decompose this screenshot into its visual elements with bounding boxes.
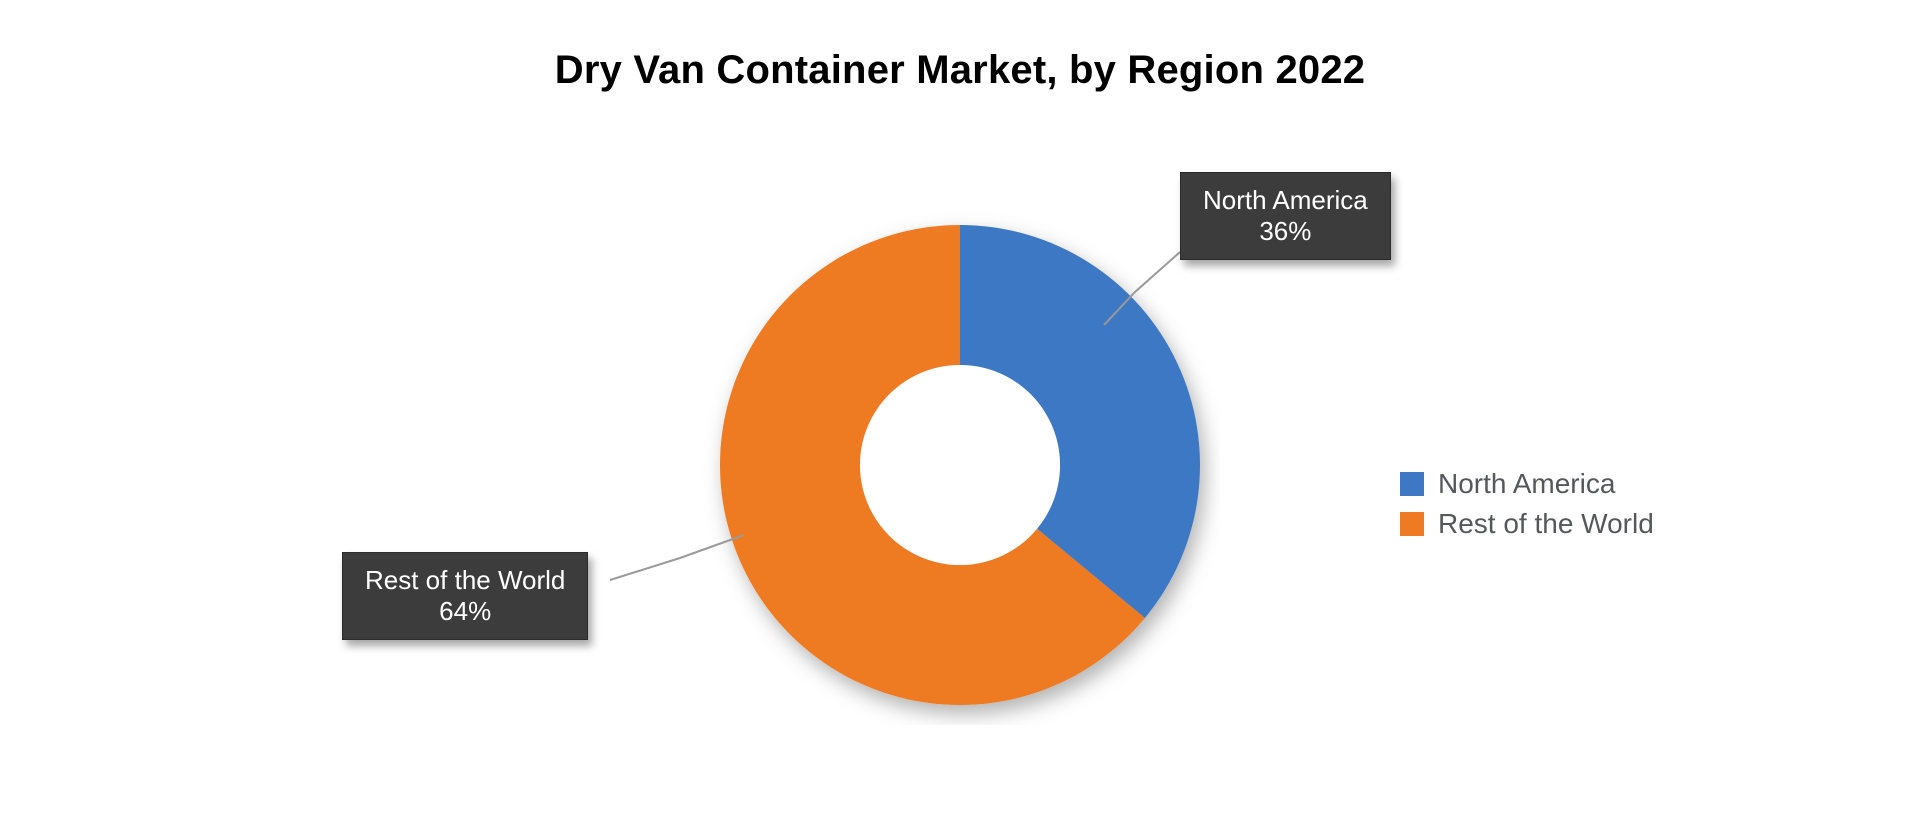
legend-label: Rest of the World bbox=[1438, 508, 1654, 540]
legend-swatch-icon bbox=[1400, 472, 1424, 496]
callout-label: Rest of the World bbox=[365, 565, 565, 596]
callout-leaders bbox=[0, 0, 1920, 818]
callout-rest-of-world: Rest of the World 64% bbox=[342, 552, 588, 640]
legend-item-north-america: North America bbox=[1400, 468, 1654, 500]
callout-percent: 64% bbox=[365, 596, 565, 627]
callout-north-america: North America 36% bbox=[1180, 172, 1391, 260]
legend-swatch-icon bbox=[1400, 512, 1424, 536]
legend-label: North America bbox=[1438, 468, 1615, 500]
legend-item-rest-of-world: Rest of the World bbox=[1400, 508, 1654, 540]
donut-chart: Dry Van Container Market, by Region 2022… bbox=[0, 0, 1920, 818]
callout-percent: 36% bbox=[1203, 216, 1368, 247]
legend: North America Rest of the World bbox=[1400, 460, 1654, 548]
callout-label: North America bbox=[1203, 185, 1368, 216]
